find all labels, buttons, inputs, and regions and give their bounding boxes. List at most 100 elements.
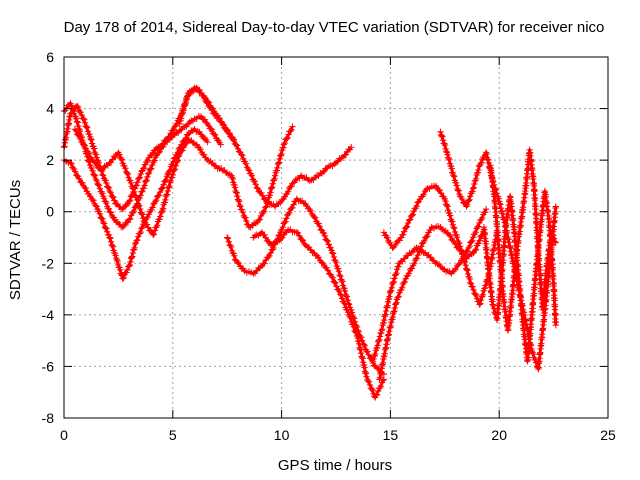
interpolated-points [81, 116, 93, 138]
series-track-13 [480, 187, 559, 365]
data-point [476, 301, 483, 308]
data-point [106, 208, 113, 215]
interpolated-points [205, 122, 217, 137]
interpolated-points [203, 156, 216, 167]
data-point [152, 198, 159, 205]
interpolated-points [114, 219, 125, 231]
data-point [337, 272, 344, 280]
data-point [489, 301, 496, 308]
interpolated-points [370, 329, 385, 363]
y-tick-label: -6 [42, 358, 55, 374]
interpolated-points [515, 277, 527, 326]
interpolated-points [485, 266, 496, 305]
interpolated-points [243, 268, 255, 276]
data-point [219, 120, 227, 128]
data-point [145, 169, 153, 177]
interpolated-points [113, 256, 126, 279]
data-point [472, 247, 479, 254]
data-point [267, 249, 274, 257]
data-point [158, 185, 166, 192]
data-point [445, 231, 453, 239]
x-tick-label: 0 [60, 427, 68, 443]
interpolated-points [194, 144, 208, 158]
y-axis-label: SDTVAR / TECUs [7, 180, 24, 300]
interpolated-points [299, 174, 312, 184]
interpolated-points [260, 252, 273, 268]
series-track-7 [250, 226, 388, 401]
interpolated-points [186, 127, 197, 137]
interpolated-points [107, 189, 119, 207]
axis-ticks: 0 5 10 15 20 25 -8 -6 -4 -2 0 2 4 6 [42, 49, 616, 443]
interpolated-points [403, 262, 417, 280]
interpolated-points [153, 143, 164, 151]
interpolated-points [133, 194, 147, 225]
interpolated-points [477, 151, 489, 168]
interpolated-points [381, 232, 395, 249]
interpolated-points [179, 131, 191, 146]
interpolated-points [107, 235, 119, 259]
interpolated-points [126, 240, 139, 269]
interpolated-points [260, 231, 273, 246]
data-point [328, 272, 335, 280]
interpolated-points [173, 127, 184, 137]
data-point [99, 218, 107, 226]
interpolated-points [247, 219, 260, 231]
interpolated-points [146, 157, 158, 174]
data-point [99, 172, 107, 179]
data-point [319, 229, 327, 236]
interpolated-points [269, 237, 281, 249]
data-point [158, 144, 166, 151]
interpolated-points [432, 260, 445, 271]
interpolated-points [166, 131, 177, 143]
y-tick-label: -4 [42, 307, 55, 323]
data-point [93, 203, 100, 210]
interpolated-points [378, 289, 394, 333]
data-point [80, 115, 87, 123]
interpolated-points [176, 92, 191, 125]
interpolated-points [133, 225, 145, 244]
interpolated-points [212, 131, 223, 146]
x-tick-label: 15 [383, 427, 399, 443]
series-track-8 [369, 205, 490, 365]
data-point [132, 193, 140, 200]
data-point [197, 113, 205, 120]
data-point [245, 167, 253, 174]
interpolated-points [234, 258, 247, 272]
interpolated-points [166, 126, 178, 140]
interpolated-points [542, 191, 553, 223]
data-point [450, 223, 457, 231]
data-point [387, 288, 394, 295]
interpolated-points [160, 138, 171, 150]
data-point [311, 249, 318, 257]
data-point [228, 172, 235, 179]
data-point [552, 203, 559, 210]
interpolated-points [477, 276, 491, 307]
data-point [167, 177, 174, 184]
grid-lines [64, 57, 608, 418]
data-point [106, 234, 113, 241]
interpolated-points [320, 262, 334, 278]
interpolated-points [277, 229, 290, 243]
interpolated-points [518, 190, 529, 222]
interpolated-points [546, 222, 557, 287]
interpolated-points [533, 227, 544, 269]
interpolated-points [334, 154, 347, 165]
data-point [380, 229, 388, 236]
interpolated-points [487, 164, 498, 204]
y-tick-label: 4 [46, 101, 54, 117]
interpolated-points [114, 200, 125, 213]
interpolated-points [464, 188, 476, 209]
x-tick-label: 20 [491, 427, 507, 443]
interpolated-points [376, 335, 391, 381]
data-point [552, 321, 559, 329]
interpolated-points [312, 252, 325, 266]
data-point [150, 231, 157, 239]
interpolated-points [120, 200, 132, 211]
interpolated-points [480, 226, 492, 269]
interpolated-points [528, 267, 540, 316]
interpolated-points [498, 227, 509, 282]
interpolated-points [526, 149, 537, 188]
interpolated-points [146, 199, 158, 215]
interpolated-points [272, 144, 287, 176]
interpolated-points [355, 337, 370, 377]
